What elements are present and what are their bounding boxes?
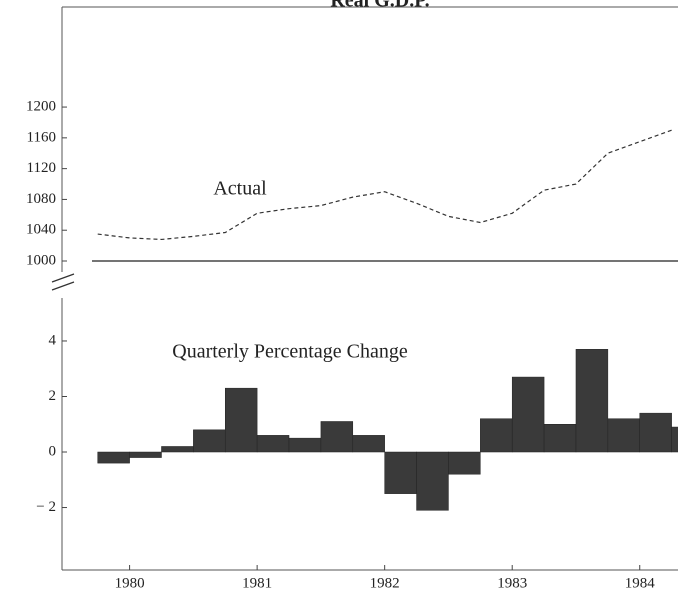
annotation: Actual: [213, 178, 267, 200]
y-tick-label: 1120: [27, 160, 56, 176]
bar: [97, 451, 130, 464]
y-tick-label: 1080: [26, 191, 56, 207]
y-tick-label: 1160: [27, 129, 56, 145]
axis-break: [51, 281, 75, 291]
bar: [575, 349, 609, 453]
plot-area: [92, 129, 678, 511]
y-tick-label: 0: [49, 443, 57, 459]
bar: [480, 418, 513, 453]
y-tick-label: 1200: [26, 98, 56, 114]
bar: [543, 424, 577, 453]
x-tick-label: 1984: [625, 575, 656, 591]
bar: [384, 451, 417, 494]
chart-title: Real G.D.P.: [330, 0, 429, 12]
bar: [288, 437, 322, 453]
bar: [511, 376, 545, 453]
data-line: [97, 129, 672, 241]
bar: [161, 446, 194, 453]
x-tick-label: 1982: [370, 575, 400, 591]
x-tick-label: 1980: [115, 575, 145, 591]
x-tick-label: 1981: [242, 575, 272, 591]
annotation: Quarterly Percentage Change: [172, 341, 408, 363]
bar: [224, 387, 258, 453]
bar: [448, 451, 481, 475]
bar: [416, 451, 449, 511]
y-tick-label: 4: [49, 332, 57, 348]
bar: [607, 418, 640, 453]
bar: [639, 412, 672, 453]
bar: [320, 421, 354, 453]
bar: [352, 435, 385, 453]
x-tick-label: 1983: [497, 575, 527, 591]
y-tick-label: − 2: [36, 499, 56, 515]
bar: [671, 426, 678, 453]
bar: [193, 429, 226, 453]
y-tick-label: 2: [49, 388, 57, 404]
bar: [256, 435, 290, 453]
bar: [129, 451, 162, 458]
axis-break: [51, 273, 75, 283]
y-tick-label: 1040: [26, 222, 56, 238]
y-tick-label: 1000: [26, 252, 56, 268]
